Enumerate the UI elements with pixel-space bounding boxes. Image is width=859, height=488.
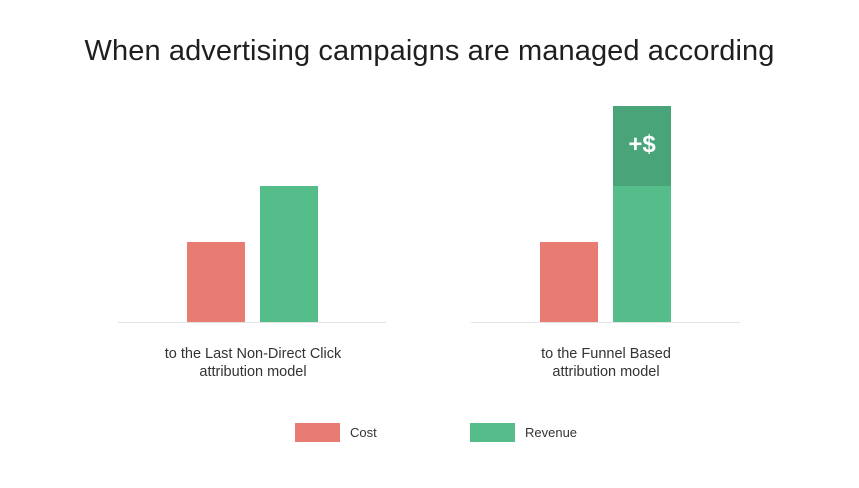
- legend: Cost Revenue: [0, 423, 859, 443]
- chart-title: When advertising campaigns are managed a…: [84, 35, 775, 67]
- legend-label-cost: Cost: [350, 425, 377, 440]
- panel-2-cost-bar: [540, 242, 598, 322]
- panel-2-label-line-2: attribution model: [552, 364, 660, 380]
- panel-1-cost-bar: [187, 242, 245, 322]
- panel-2-revenue-bar: [613, 186, 671, 322]
- panel-1-revenue-bar: [260, 186, 318, 322]
- panel-2-extra-revenue-segment: [613, 106, 671, 186]
- panel-2-label: to the Funnel Based attribution model: [471, 345, 741, 381]
- panel-2-label-line-1: to the Funnel Based: [541, 346, 671, 362]
- panel-1-label: to the Last Non-Direct Click attribution…: [118, 345, 388, 381]
- panel-1-label-line-2: attribution model: [199, 364, 307, 380]
- legend-label-revenue: Revenue: [525, 425, 578, 440]
- legend-swatch-cost: [295, 423, 340, 442]
- extra-revenue-label: +$: [628, 131, 656, 158]
- legend-swatch-revenue: [470, 423, 515, 442]
- panel-1-label-line-1: to the Last Non-Direct Click: [164, 346, 342, 362]
